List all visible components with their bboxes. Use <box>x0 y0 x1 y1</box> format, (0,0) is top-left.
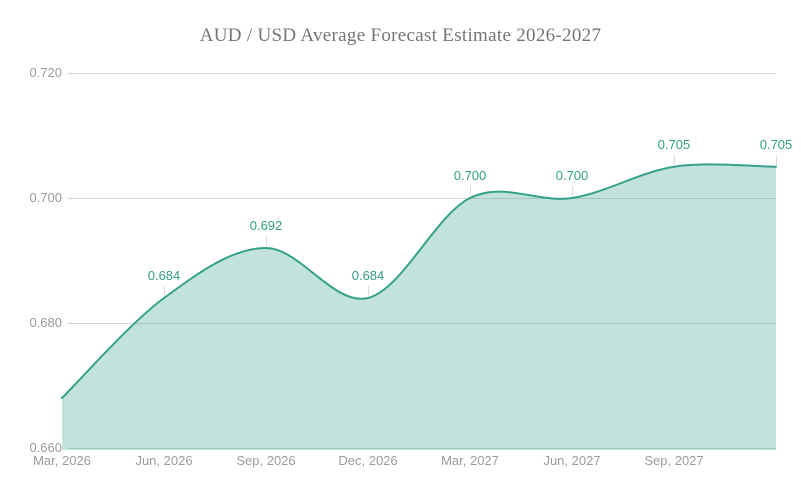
area-line <box>61 163 777 399</box>
gridline <box>68 447 776 449</box>
x-tick-label: Mar, 2026 <box>33 453 91 468</box>
chart-title: AUD / USD Average Forecast Estimate 2026… <box>199 25 602 46</box>
point-label-connector <box>163 286 165 296</box>
point-label-connector <box>775 154 777 165</box>
point-label-connector <box>265 236 267 246</box>
area-fill <box>62 164 776 450</box>
y-tick-label: 0.680 <box>29 315 62 330</box>
point-value-label: 0.705 <box>759 136 793 152</box>
point-value-label: 0.684 <box>351 268 385 283</box>
point-label-connector <box>571 186 573 196</box>
point-value-label: 0.684 <box>147 268 181 283</box>
point-label-connector <box>673 154 675 165</box>
point-label-connector <box>367 286 369 296</box>
y-tick-label: 0.700 <box>29 190 62 205</box>
y-tick-label: 0.720 <box>29 65 62 80</box>
x-tick-label: Sep, 2027 <box>644 453 704 468</box>
x-tick-label: Jun, 2027 <box>543 453 601 468</box>
x-tick-label: Mar, 2027 <box>441 453 499 468</box>
point-value-label: 0.705 <box>657 136 691 152</box>
gridline <box>68 322 776 324</box>
x-tick-label: Jun, 2026 <box>135 453 193 468</box>
gridline <box>68 72 776 74</box>
point-value-label: 0.700 <box>555 168 589 183</box>
point-label-connector <box>469 186 471 196</box>
gridline <box>68 197 776 199</box>
x-tick-label: Sep, 2026 <box>236 453 296 468</box>
x-tick-label: Dec, 2026 <box>338 453 398 468</box>
point-value-label: 0.692 <box>249 218 283 233</box>
y-tick-label: 0.660 <box>29 440 62 455</box>
point-value-label: 0.700 <box>453 168 487 183</box>
